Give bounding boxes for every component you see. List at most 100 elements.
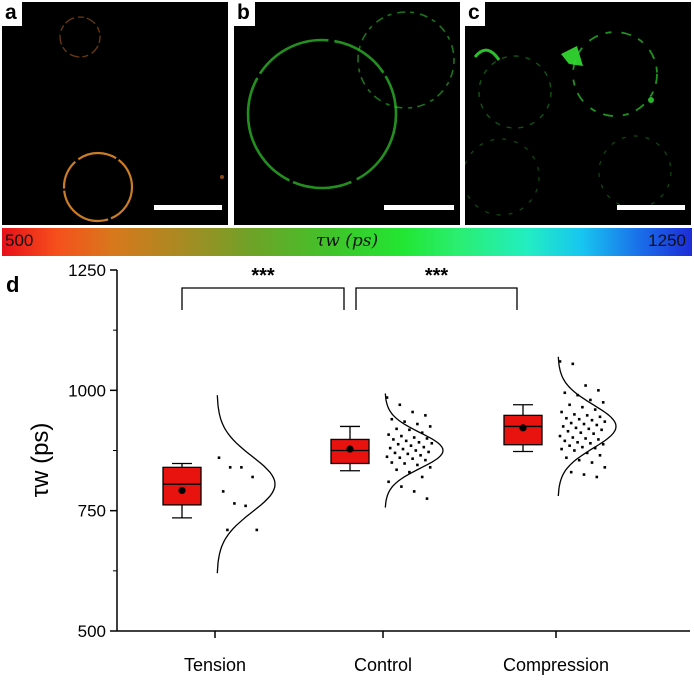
x-category-label: Tension <box>184 655 246 675</box>
x-category-label: Compression <box>503 655 609 675</box>
scale-bar-c <box>617 205 685 210</box>
data-point <box>387 433 390 436</box>
scale-bar-b <box>384 205 454 210</box>
data-point <box>593 408 597 411</box>
data-point <box>408 470 411 474</box>
microscopy-panel-c: c <box>465 2 691 225</box>
data-point <box>597 389 600 392</box>
data-point <box>579 431 583 434</box>
mean-marker <box>178 486 186 495</box>
data-point <box>428 466 432 469</box>
box-series <box>162 356 617 574</box>
panel-label-d: d <box>6 272 19 297</box>
data-point <box>603 466 607 469</box>
data-point <box>427 450 430 454</box>
data-point <box>581 445 584 449</box>
data-point <box>409 444 413 447</box>
data-point <box>568 444 571 447</box>
data-point <box>226 528 229 532</box>
colorbar-min-label: 500 <box>5 231 34 250</box>
vesicle-image-b <box>246 11 455 190</box>
vesicle-image-a <box>59 16 224 223</box>
significance-label: *** <box>425 265 449 287</box>
microscopy-panel-a: a <box>2 2 228 225</box>
data-point <box>420 475 424 479</box>
data-point <box>582 473 586 476</box>
data-point <box>417 441 421 444</box>
y-axis-ticks: 500 750 1000 1250 <box>68 261 117 641</box>
y-tick-label: 750 <box>78 502 106 521</box>
data-point <box>387 480 390 484</box>
data-point <box>582 422 586 426</box>
data-point <box>395 468 398 472</box>
data-point <box>424 458 427 462</box>
scale-bar-a <box>154 205 222 210</box>
data-point <box>590 461 594 464</box>
data-point <box>390 417 394 421</box>
data-point <box>428 425 432 428</box>
data-point <box>569 421 573 425</box>
data-point <box>563 439 567 443</box>
data-point <box>403 462 406 465</box>
data-point <box>240 466 243 469</box>
data-point <box>419 454 422 457</box>
data-point <box>412 436 416 439</box>
data-point <box>560 447 563 451</box>
data-point <box>251 475 254 479</box>
significance-bracket: *** <box>355 265 518 310</box>
data-point <box>600 428 603 432</box>
data-point <box>416 422 419 426</box>
colorbar-max-label: 1250 <box>648 231 686 250</box>
distribution-curve <box>384 393 444 508</box>
y-axis-label: τw (ps) <box>27 423 54 498</box>
mean-marker <box>346 445 354 453</box>
data-point <box>422 445 426 449</box>
data-point <box>601 401 605 404</box>
data-point <box>233 502 236 505</box>
data-point <box>385 396 389 399</box>
panel-label-b: b <box>234 2 255 26</box>
plot-axes <box>116 270 690 632</box>
box-tension <box>162 395 276 574</box>
data-point <box>573 413 576 416</box>
y-tick-label: 500 <box>78 622 106 641</box>
data-point <box>593 446 597 450</box>
data-point <box>601 442 605 446</box>
data-point <box>414 449 418 452</box>
y-tick-label: 1250 <box>68 261 106 280</box>
data-point <box>589 398 592 402</box>
data-point <box>398 456 402 460</box>
data-point <box>558 434 562 438</box>
data-point <box>393 451 397 455</box>
data-point <box>577 458 581 462</box>
data-point <box>255 528 259 532</box>
data-point <box>406 452 410 456</box>
mean-marker <box>519 424 527 432</box>
data-point <box>603 420 607 423</box>
data-point <box>598 415 602 419</box>
data-point <box>581 405 584 409</box>
data-point <box>404 439 408 443</box>
data-point <box>576 441 579 444</box>
data-point <box>403 420 406 423</box>
data-point <box>217 456 221 460</box>
panel-label-c: c <box>465 2 485 26</box>
box-body <box>162 466 202 506</box>
data-point <box>390 461 394 464</box>
data-point <box>571 436 575 439</box>
data-point <box>221 490 225 493</box>
data-point <box>585 451 589 455</box>
panel-label-a: a <box>2 2 22 26</box>
data-point <box>392 438 395 441</box>
data-point <box>590 418 594 422</box>
data-point <box>585 414 589 417</box>
data-point <box>401 447 405 451</box>
bracket-line <box>181 287 345 310</box>
data-point <box>595 423 599 427</box>
data-point <box>560 410 563 414</box>
data-point <box>416 463 419 467</box>
data-point <box>584 437 587 440</box>
x-category-label: Control <box>354 655 412 675</box>
data-point <box>395 427 398 431</box>
vesicle-image-c <box>465 31 672 216</box>
